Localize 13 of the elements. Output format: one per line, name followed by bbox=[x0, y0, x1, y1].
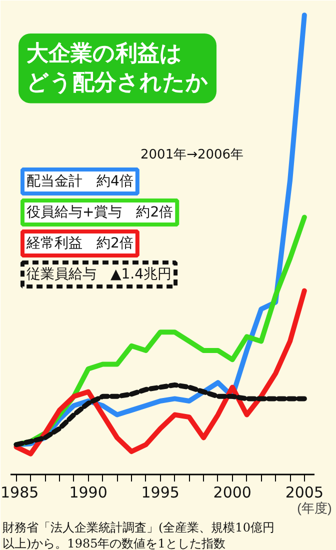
legend-title: 2001年→2006年 bbox=[140, 148, 244, 162]
x-tick-label: 1990 bbox=[69, 484, 108, 502]
text: 従業員給与 ▲1.4兆円 bbox=[26, 266, 172, 282]
x-tick-label: 1995 bbox=[141, 484, 180, 502]
x-tick-label: 2000 bbox=[213, 484, 252, 502]
text: 大企業の利益はどう配分されたか bbox=[26, 42, 208, 96]
text: 役員給与+賞与 約2倍 bbox=[26, 204, 174, 220]
x-axis-title: (年度) bbox=[297, 500, 332, 516]
text: 経常利益 約2倍 bbox=[26, 236, 134, 252]
text: 財務省「法人企業統計調査」(全産業、規模10億円以上)から。1985年の数値を1とした指数 bbox=[2, 520, 274, 550]
x-tick-label: 1985 bbox=[0, 484, 39, 502]
x-tick-label: 2005 bbox=[285, 484, 324, 502]
text: 配当金計 約4倍 bbox=[26, 174, 134, 190]
